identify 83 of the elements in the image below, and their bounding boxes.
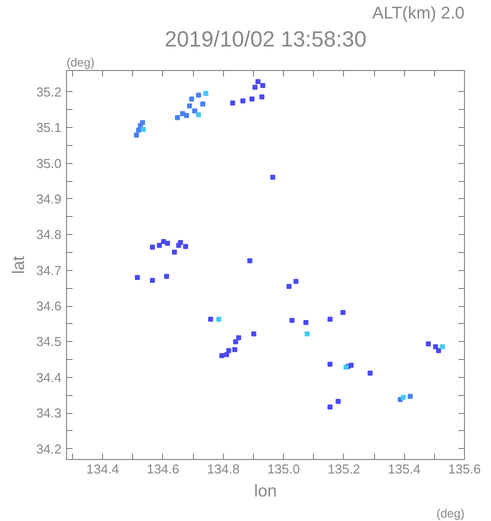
point [189, 96, 194, 102]
point [440, 344, 445, 350]
y-tick-label: 35.0 [36, 156, 62, 171]
point [260, 82, 266, 88]
point [200, 102, 206, 107]
point [140, 120, 145, 126]
y-tick-label: 34.5 [36, 334, 62, 350]
point [164, 274, 170, 279]
point [290, 318, 295, 323]
y-axis-title: lat [9, 256, 28, 274]
point [192, 108, 198, 114]
point [255, 79, 260, 84]
text: (deg) [66, 56, 95, 70]
chart-title: 2019/10/02 13:58:30 [164, 26, 366, 52]
x-axis-title: lon [254, 482, 277, 500]
point [368, 370, 373, 376]
point [270, 174, 276, 180]
point [426, 341, 431, 346]
text: (deg) [436, 506, 465, 520]
point [187, 103, 192, 108]
point [328, 404, 333, 410]
x-tick-label: 134.6 [146, 462, 180, 476]
point [433, 344, 438, 350]
x-tick-label: 135.0 [267, 462, 300, 476]
point [240, 98, 246, 104]
point [251, 331, 256, 336]
point [400, 394, 406, 400]
text: ALT(km) 2.0 [372, 4, 465, 22]
y-tick-label: 34.3 [36, 406, 62, 421]
point [203, 90, 208, 96]
point [249, 96, 254, 102]
point [340, 310, 346, 315]
point [247, 258, 252, 264]
point [165, 240, 170, 246]
point [224, 352, 230, 358]
y-tick-label: 35.1 [36, 120, 62, 136]
x-tick-label: 134.4 [86, 462, 119, 476]
point [150, 244, 155, 250]
point [236, 335, 242, 340]
point [180, 111, 186, 116]
point [304, 331, 310, 336]
point [196, 92, 202, 98]
point [184, 112, 190, 118]
point [140, 126, 146, 132]
point [174, 115, 180, 120]
y-tick-label: 34.4 [36, 370, 62, 385]
point [252, 84, 258, 90]
y-tick-label: 34.6 [36, 298, 62, 314]
y-tick-label: 34.8 [36, 227, 62, 242]
point [328, 362, 333, 367]
point [134, 274, 140, 280]
point [156, 242, 162, 248]
point [172, 250, 177, 255]
point [226, 348, 232, 354]
point [336, 398, 341, 404]
point [136, 128, 142, 133]
y-tick-label: 34.9 [36, 191, 62, 206]
point [293, 278, 298, 284]
point [436, 348, 442, 354]
point [232, 347, 238, 352]
point [150, 278, 155, 283]
y-tick-label: 34.2 [36, 441, 62, 456]
point [196, 112, 202, 118]
point [183, 244, 188, 249]
point [303, 320, 308, 325]
point [134, 132, 139, 138]
point [328, 316, 333, 322]
point [230, 100, 236, 106]
point [233, 339, 238, 344]
point [178, 240, 183, 246]
x-tick-label: 135.4 [388, 462, 420, 476]
x-tick-label: 134.8 [207, 462, 240, 476]
point [348, 362, 354, 368]
point [219, 353, 224, 358]
x-tick-label: 135.2 [328, 462, 360, 476]
x-tick-label: 135.6 [448, 462, 481, 476]
point [216, 316, 222, 322]
point [408, 394, 413, 399]
point [286, 284, 292, 289]
y-tick-label: 35.2 [36, 84, 62, 100]
point [208, 316, 214, 322]
point [259, 94, 264, 100]
y-tick-label: 34.7 [36, 262, 62, 278]
